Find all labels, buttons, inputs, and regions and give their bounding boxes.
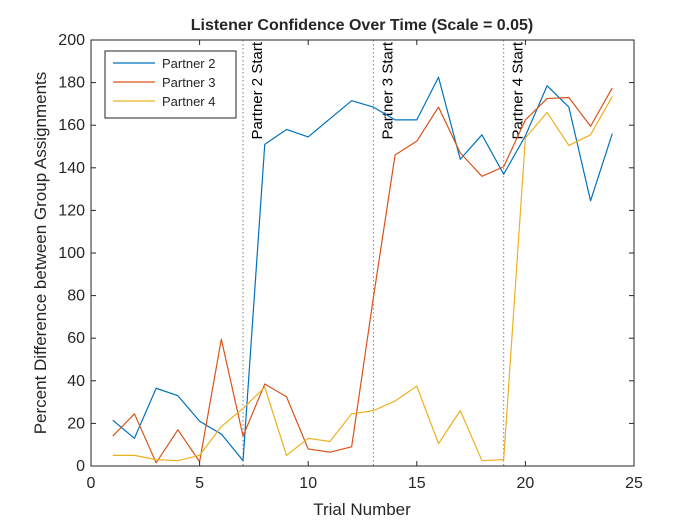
legend-box bbox=[104, 50, 237, 119]
x-tick-label: 10 bbox=[299, 475, 317, 492]
x-tick-label: 5 bbox=[195, 475, 204, 492]
x-tick-label: 20 bbox=[517, 475, 535, 492]
legend-label: Partner 2 bbox=[162, 56, 215, 71]
legend-label: Partner 3 bbox=[162, 75, 215, 90]
x-tick-label: 15 bbox=[408, 475, 426, 492]
y-tick-label: 120 bbox=[58, 202, 85, 219]
chart-title: Listener Confidence Over Time (Scale = 0… bbox=[191, 17, 534, 34]
y-tick-label: 60 bbox=[67, 330, 85, 347]
series-line bbox=[112, 96, 613, 462]
y-tick-label: 20 bbox=[67, 415, 85, 432]
y-tick-label: 160 bbox=[58, 117, 85, 134]
y-tick-label: 180 bbox=[58, 75, 85, 92]
y-tick-label: 40 bbox=[67, 373, 85, 390]
y-tick-label: 200 bbox=[58, 32, 85, 49]
legend: Partner 2 Partner 3 Partner 4 bbox=[104, 50, 237, 119]
series-line bbox=[112, 76, 613, 462]
y-tick-label: 140 bbox=[58, 160, 85, 177]
x-axis-label: Trial Number bbox=[313, 500, 411, 519]
x-tick-label: 0 bbox=[87, 475, 96, 492]
y-axis-label: Percent Difference between Group Assignm… bbox=[31, 72, 50, 435]
y-tick-label: 80 bbox=[67, 288, 85, 305]
plot-area: Partner 2 Start Partner 3 Start Partner 4 … bbox=[58, 32, 643, 492]
y-tick-label: 0 bbox=[76, 458, 85, 475]
x-tick-label: 25 bbox=[625, 475, 643, 492]
start-label: Partner 3 Start bbox=[379, 41, 396, 139]
start-label: Partner 4 Start bbox=[510, 41, 527, 139]
start-label: Partner 2 Start bbox=[249, 41, 266, 139]
y-tick-label: 100 bbox=[58, 245, 85, 262]
legend-label: Partner 4 bbox=[162, 94, 215, 109]
